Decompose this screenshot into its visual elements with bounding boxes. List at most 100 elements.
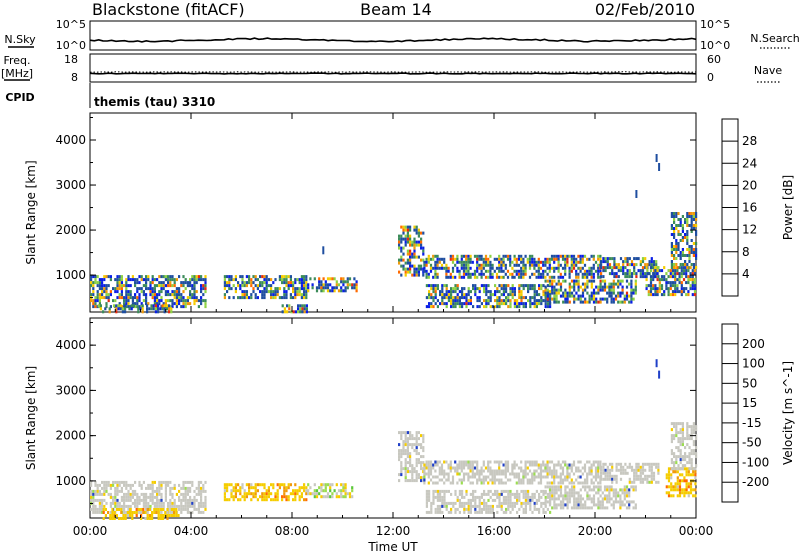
echo-cell [400, 258, 403, 262]
echo-cell [283, 492, 286, 496]
echo-cell [693, 284, 697, 288]
echo-cell [411, 443, 414, 447]
echo-cell [557, 497, 560, 501]
echo-cell [404, 452, 407, 456]
echo-cell [285, 498, 288, 502]
echo-cell [136, 305, 139, 309]
echo-cell [635, 462, 638, 466]
echo-cell [619, 500, 622, 504]
echo-cell [573, 491, 576, 495]
echo-cell [429, 263, 433, 267]
echo-cell [608, 263, 612, 267]
echo-cell [456, 472, 459, 476]
echo-cell [398, 458, 401, 462]
echo-cell [485, 293, 488, 297]
echo-cell [688, 254, 691, 257]
echo-cell [182, 281, 185, 285]
echo-cell [169, 275, 172, 279]
echo-cell [406, 443, 409, 447]
echo-cell [689, 482, 693, 486]
echo-cell [296, 492, 299, 496]
echo-cell [513, 302, 516, 306]
echo-cell [583, 263, 587, 267]
echo-cell [472, 489, 475, 493]
echo-cell [588, 269, 591, 273]
echo-cell [675, 458, 678, 462]
echo-cell [149, 498, 152, 502]
echo-cell [180, 293, 183, 297]
echo-cell [404, 470, 407, 474]
echo-cell [688, 224, 691, 227]
echo-cell [542, 293, 545, 297]
echo-cell [632, 488, 635, 492]
echo-cell [538, 284, 541, 288]
echo-cell [267, 492, 270, 496]
echo-cell [409, 470, 412, 474]
echo-cell [548, 466, 551, 470]
echo-cell [485, 510, 488, 514]
echo-cell [667, 494, 671, 498]
echo-cell [105, 486, 108, 490]
echo-cell [333, 286, 336, 290]
echo-cell [413, 240, 416, 244]
echo-cell [144, 517, 147, 520]
echo-cell [230, 275, 233, 279]
echo-cell [500, 501, 503, 505]
echo-cell [300, 278, 303, 282]
colorbar-tick-label: 50 [742, 376, 757, 390]
echo-cell [303, 278, 306, 282]
echo-cell [326, 286, 330, 290]
echo-cell [594, 460, 598, 464]
echo-cell [406, 267, 409, 271]
echo-cell [250, 483, 253, 487]
echo-cell [409, 237, 412, 241]
echo-cell [300, 275, 303, 279]
echo-cell [474, 510, 477, 514]
echo-cell [129, 495, 132, 499]
echo-cell [612, 279, 615, 283]
echo-cell [123, 501, 126, 505]
echo-cell [509, 263, 512, 267]
echo-cell [402, 228, 405, 232]
echo-cell [537, 263, 540, 267]
echo-cell [681, 425, 684, 429]
echo-cell [126, 514, 129, 517]
echo-cell [265, 489, 268, 493]
echo-cell [173, 284, 176, 288]
echo-cell [292, 284, 295, 288]
echo-cell [695, 218, 698, 221]
echo-cell [158, 275, 161, 279]
echo-cell [621, 291, 624, 295]
echo-cell [417, 437, 420, 441]
echo-cell [254, 293, 257, 297]
echo-cell [628, 462, 631, 466]
echo-cell [630, 468, 634, 472]
echo-cell [517, 475, 521, 479]
echo-cell [513, 475, 516, 479]
echo-cell [478, 507, 481, 511]
echo-cell [535, 501, 538, 505]
echo-cell [131, 501, 134, 505]
echo-cell [573, 279, 576, 283]
nave-tick-bottom: 0 [707, 71, 714, 84]
echo-cell [348, 283, 352, 287]
echo-cell [553, 506, 556, 510]
echo-cell [270, 296, 273, 300]
nsky-tick-bottom-right: 10^0 [700, 39, 730, 52]
echo-cell [537, 481, 540, 485]
echo-cell [520, 504, 523, 508]
echo-cell [676, 278, 679, 282]
echo-cell [265, 495, 268, 499]
echo-cell [494, 293, 497, 297]
echo-cell [652, 474, 656, 478]
echo-cell [505, 498, 508, 502]
echo-cell [158, 284, 161, 288]
echo-cell [544, 291, 547, 295]
echo-cell [422, 446, 425, 450]
echo-cell [621, 279, 624, 283]
echo-cell [226, 284, 229, 288]
echo-cell [572, 254, 576, 258]
echo-cell [454, 296, 457, 300]
echo-cell [529, 498, 532, 502]
echo-cell [443, 296, 446, 300]
